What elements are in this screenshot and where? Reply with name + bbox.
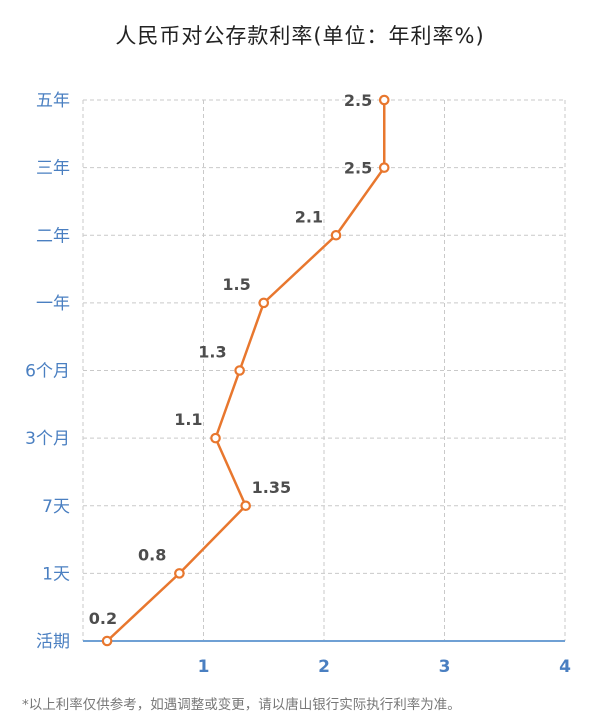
data-point: [101, 635, 113, 647]
data-point: [174, 568, 185, 579]
y-tick-label: 1天: [42, 564, 70, 584]
y-tick-label: 五年: [36, 91, 70, 111]
grid-layer: [82, 99, 566, 641]
data-point: [378, 162, 390, 173]
data-label: 1.35: [252, 478, 291, 497]
data-point: [210, 432, 221, 444]
data-label: 1.3: [198, 343, 226, 362]
x-tick-label: 4: [559, 657, 571, 677]
data-label: 0.8: [138, 545, 166, 564]
x-tick-label: 2: [318, 657, 330, 677]
data-point: [330, 229, 342, 241]
data-label: 2.5: [344, 91, 372, 110]
y-tick-label: 6个月: [25, 362, 70, 382]
series-layer: [101, 94, 390, 647]
axis-layer: 活期 1天 7天 3个月 6个月 一年 二年 三年 五年 1 2 3 4: [25, 91, 571, 677]
data-label: 1.5: [222, 275, 250, 294]
data-point: [378, 94, 390, 106]
y-tick-label: 二年: [36, 226, 70, 246]
chart-title: 人民币对公存款利率(单位：年利率%): [115, 24, 485, 48]
y-tick-label: 活期: [36, 632, 70, 652]
data-point: [258, 297, 270, 309]
x-tick-label: 1: [198, 657, 210, 677]
y-tick-label: 3个月: [25, 429, 70, 449]
data-label: 0.2: [89, 609, 117, 628]
data-label: 2.1: [295, 207, 323, 226]
data-label: 1.1: [174, 410, 202, 429]
data-point: [240, 500, 251, 512]
label-layer: 0.2 0.8 1.35 1.1 1.3 1.5 2.1 2.5 2.5: [89, 91, 372, 628]
data-label: 2.5: [344, 159, 372, 178]
chart-footnote: *以上利率仅供参考，如遇调整或变更，请以唐山银行实际执行利率为准。: [22, 697, 461, 713]
x-tick-label: 3: [439, 657, 451, 677]
data-point: [234, 365, 245, 376]
y-tick-label: 三年: [36, 159, 70, 179]
y-tick-label: 一年: [36, 294, 70, 314]
y-tick-label: 7天: [42, 497, 70, 517]
